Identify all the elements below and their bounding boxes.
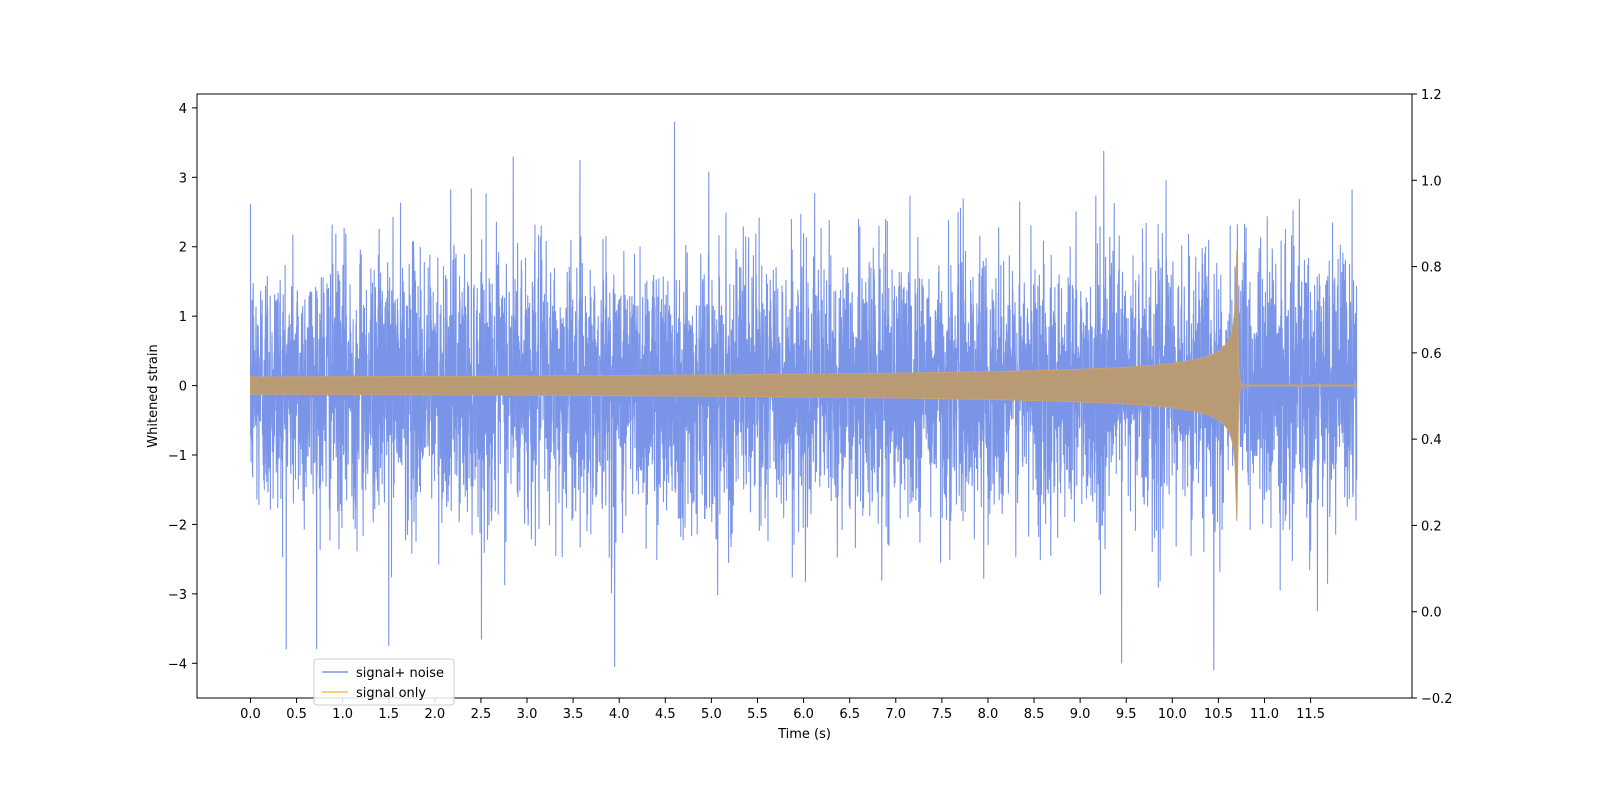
y-tick-label: −1 bbox=[168, 449, 187, 464]
y-tick-label: −4 bbox=[168, 657, 187, 672]
x-tick-label: 10.5 bbox=[1204, 707, 1233, 722]
x-tick-label: 3.0 bbox=[517, 707, 538, 722]
x-tick-label: 8.5 bbox=[1024, 707, 1045, 722]
series-line-signal-only bbox=[249, 250, 1358, 521]
y2-tick-label: 0.2 bbox=[1421, 519, 1442, 534]
x-tick-label: 5.0 bbox=[701, 707, 722, 722]
x-tick-label: 8.0 bbox=[978, 707, 999, 722]
plot-series-group bbox=[249, 121, 1358, 671]
x-tick-label: 11.0 bbox=[1250, 707, 1279, 722]
x-tick-label: 2.0 bbox=[424, 707, 445, 722]
y-tick-label: −3 bbox=[168, 588, 187, 603]
legend-label-signal-noise: signal+ noise bbox=[356, 666, 444, 681]
x-tick-label: 9.5 bbox=[1116, 707, 1137, 722]
y-tick-label: 3 bbox=[179, 171, 187, 186]
y-tick-label: 0 bbox=[179, 380, 187, 395]
x-tick-label: 1.0 bbox=[332, 707, 353, 722]
axes-frame bbox=[196, 93, 1413, 699]
x-axis-ticks: 0.0 0.5 1.0 1.5 2.0 2.5 3.0 3.5 4.0 4.5 5.0 5.5 6.0 6… bbox=[240, 698, 1325, 722]
y2-tick-label: 1.0 bbox=[1421, 174, 1442, 189]
x-tick-label: 6.5 bbox=[839, 707, 860, 722]
x-tick-label: 9.0 bbox=[1070, 707, 1091, 722]
x-tick-label: 7.5 bbox=[932, 707, 953, 722]
x-tick-label: 0.5 bbox=[286, 707, 307, 722]
y-tick-label: 4 bbox=[179, 102, 187, 117]
y-tick-label: 2 bbox=[179, 241, 187, 256]
x-tick-label: 2.5 bbox=[471, 707, 492, 722]
x-tick-label: 11.5 bbox=[1296, 707, 1325, 722]
y-axis-ticks: −4 −3 −2 −1 0 1 2 3 4 bbox=[168, 102, 197, 672]
y2-tick-label: 1.2 bbox=[1421, 88, 1442, 103]
x-tick-label: 6.0 bbox=[793, 707, 814, 722]
x-tick-label: 4.0 bbox=[609, 707, 630, 722]
y2-tick-label: 0.6 bbox=[1421, 347, 1442, 362]
y-axis-label: Whitened strain bbox=[146, 344, 161, 447]
x-tick-label: 10.0 bbox=[1158, 707, 1187, 722]
y2-tick-label: −0.2 bbox=[1421, 692, 1453, 707]
x-tick-label: 7.0 bbox=[885, 707, 906, 722]
legend-box bbox=[313, 658, 455, 706]
legend-label-signal-only: signal only bbox=[356, 686, 426, 701]
x-tick-label: 3.5 bbox=[563, 707, 584, 722]
y-tick-label: −2 bbox=[168, 518, 187, 533]
y2-tick-label: 0.4 bbox=[1421, 433, 1442, 448]
x-tick-label: 5.5 bbox=[747, 707, 768, 722]
x-axis-label: Time (s) bbox=[777, 727, 831, 742]
x-tick-label: 4.5 bbox=[655, 707, 676, 722]
legend: signal+ noise signal only bbox=[313, 658, 455, 706]
y-tick-label: 1 bbox=[179, 310, 187, 325]
y2-axis-ticks: −0.2 0.0 0.2 0.4 0.6 0.8 1.0 1.2 bbox=[1412, 88, 1453, 707]
x-tick-label: 0.0 bbox=[240, 707, 261, 722]
y2-tick-label: 0.0 bbox=[1421, 606, 1442, 621]
y2-tick-label: 0.8 bbox=[1421, 261, 1442, 276]
x-tick-label: 1.5 bbox=[378, 707, 399, 722]
